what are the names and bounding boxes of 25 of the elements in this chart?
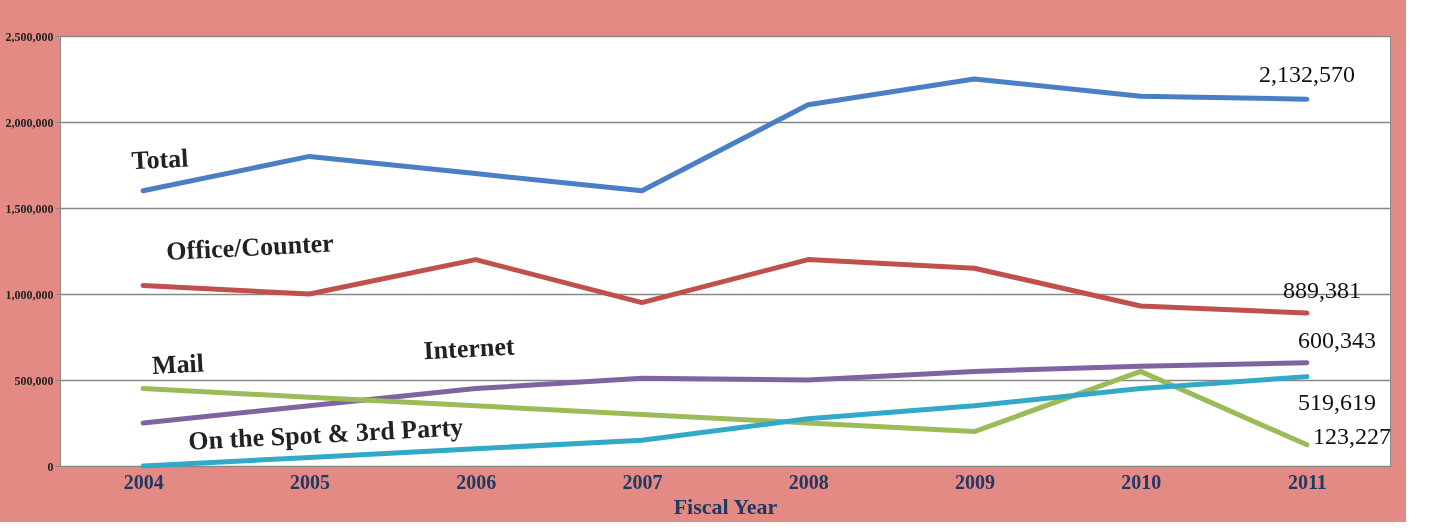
x-axis-title: Fiscal Year bbox=[673, 493, 778, 519]
x-tick-label: 2007 bbox=[622, 470, 663, 493]
x-tick-label: 2004 bbox=[123, 470, 164, 493]
y-tick-label: 0 bbox=[47, 459, 54, 474]
data-label: 519,619 bbox=[1297, 388, 1376, 415]
x-tick-label: 2011 bbox=[1287, 470, 1327, 493]
series-label: Total bbox=[130, 143, 190, 176]
data-label: 2,132,570 bbox=[1258, 61, 1355, 88]
x-tick-label: 2005 bbox=[289, 470, 330, 493]
x-tick-label: 2010 bbox=[1121, 470, 1162, 493]
series-label: Office/Counter bbox=[165, 228, 335, 267]
data-label: 889,381 bbox=[1282, 277, 1361, 304]
y-tick-label: 2,500,000 bbox=[5, 29, 54, 44]
data-label: 123,227 bbox=[1312, 422, 1391, 449]
y-tick-label: 1,500,000 bbox=[5, 201, 54, 216]
series-label: Mail bbox=[151, 348, 205, 381]
x-tick-label: 2008 bbox=[788, 470, 829, 493]
x-tick-label: 2009 bbox=[954, 470, 995, 493]
x-tick-label: 2006 bbox=[456, 470, 497, 493]
series-label: Internet bbox=[422, 331, 516, 366]
data-label: 600,343 bbox=[1297, 326, 1376, 353]
y-tick-label: 500,000 bbox=[14, 373, 54, 388]
y-tick-label: 1,000,000 bbox=[5, 287, 54, 302]
series-label: On the Spot & 3rd Party bbox=[187, 412, 464, 456]
y-tick-label: 2,000,000 bbox=[5, 115, 54, 130]
